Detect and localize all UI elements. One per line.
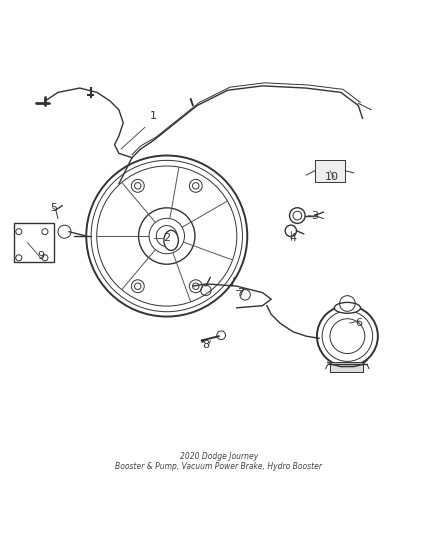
Text: 7: 7: [237, 288, 244, 297]
Ellipse shape: [164, 230, 178, 251]
Text: 6: 6: [355, 318, 362, 328]
Text: 10: 10: [325, 172, 339, 182]
Ellipse shape: [334, 302, 360, 313]
Text: 2020 Dodge Journey
Booster & Pump, Vacuum Power Brake, Hydro Booster: 2020 Dodge Journey Booster & Pump, Vacuu…: [116, 451, 322, 471]
Text: 2: 2: [163, 233, 170, 243]
Text: 9: 9: [37, 251, 44, 261]
Bar: [14, 223, 53, 262]
Text: 8: 8: [202, 340, 209, 350]
Text: 5: 5: [50, 203, 57, 213]
Text: 3: 3: [311, 212, 318, 221]
Bar: [330, 362, 363, 372]
Bar: [315, 160, 345, 182]
Text: 1: 1: [150, 111, 157, 122]
Text: 4: 4: [290, 233, 297, 243]
